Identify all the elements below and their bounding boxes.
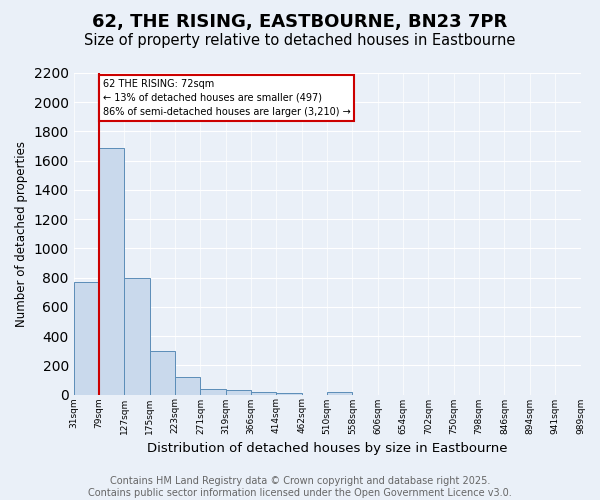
Bar: [277, 393, 302, 394]
Bar: [200, 388, 226, 394]
Bar: [74, 282, 99, 395]
Bar: [251, 392, 277, 394]
Bar: [149, 350, 175, 395]
Bar: [226, 390, 251, 394]
Bar: [327, 392, 352, 394]
Bar: [175, 377, 200, 394]
Text: 62 THE RISING: 72sqm
← 13% of detached houses are smaller (497)
86% of semi-deta: 62 THE RISING: 72sqm ← 13% of detached h…: [103, 79, 350, 117]
Y-axis label: Number of detached properties: Number of detached properties: [15, 141, 28, 327]
Bar: [124, 278, 149, 394]
X-axis label: Distribution of detached houses by size in Eastbourne: Distribution of detached houses by size …: [147, 442, 508, 455]
Bar: [99, 148, 124, 394]
Text: Contains HM Land Registry data © Crown copyright and database right 2025.
Contai: Contains HM Land Registry data © Crown c…: [88, 476, 512, 498]
Text: Size of property relative to detached houses in Eastbourne: Size of property relative to detached ho…: [85, 32, 515, 48]
Text: 62, THE RISING, EASTBOURNE, BN23 7PR: 62, THE RISING, EASTBOURNE, BN23 7PR: [92, 12, 508, 30]
